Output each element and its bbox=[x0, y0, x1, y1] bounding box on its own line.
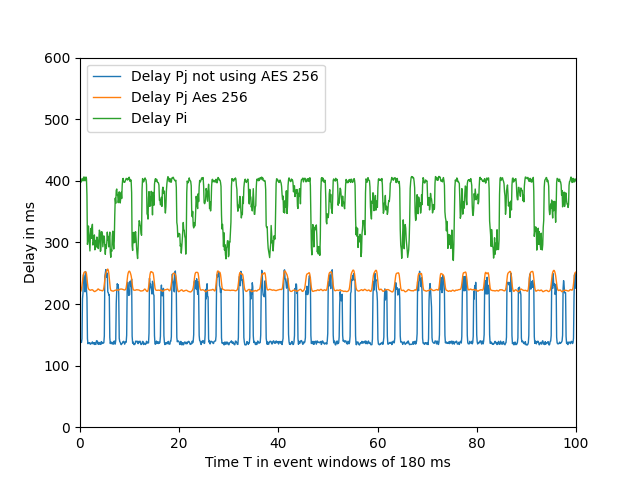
Delay Pj Aes 256 bbox=[127, 273, 135, 278]
Delay Pj not using AES 256 bbox=[102, 267, 109, 273]
Delay Pj not using AES 256 bbox=[472, 287, 480, 293]
Delay Pj Aes 256 bbox=[278, 287, 285, 292]
Delay Pj Aes 256 bbox=[572, 269, 580, 275]
Delay Pj Aes 256 bbox=[104, 266, 111, 272]
Delay Pi bbox=[276, 179, 284, 185]
Delay Pi bbox=[464, 178, 472, 184]
Delay Pj not using AES 256 bbox=[545, 342, 553, 348]
Delay Pj not using AES 256 bbox=[572, 279, 580, 285]
Line: Delay Pj Aes 256: Delay Pj Aes 256 bbox=[80, 269, 576, 292]
Delay Pj Aes 256 bbox=[464, 285, 472, 291]
Delay Pj not using AES 256 bbox=[277, 338, 285, 344]
Delay Pj Aes 256 bbox=[76, 289, 84, 295]
X-axis label: Time T in event windows of 180 ms: Time T in event windows of 180 ms bbox=[205, 456, 451, 470]
Delay Pj Aes 256 bbox=[186, 289, 194, 295]
Delay Pj not using AES 256 bbox=[463, 332, 471, 338]
Delay Pi bbox=[417, 210, 424, 216]
Y-axis label: Delay in ms: Delay in ms bbox=[24, 202, 38, 283]
Delay Pj not using AES 256 bbox=[295, 338, 303, 344]
Delay Pi bbox=[473, 195, 481, 201]
Delay Pj not using AES 256 bbox=[76, 340, 84, 346]
Line: Delay Pj not using AES 256: Delay Pj not using AES 256 bbox=[80, 270, 576, 345]
Delay Pi bbox=[435, 173, 443, 179]
Delay Pj Aes 256 bbox=[296, 287, 303, 293]
Delay Pj Aes 256 bbox=[418, 271, 426, 277]
Delay Pi bbox=[449, 258, 457, 264]
Delay Pj Aes 256 bbox=[473, 287, 481, 293]
Delay Pj not using AES 256 bbox=[127, 278, 135, 284]
Legend: Delay Pj not using AES 256, Delay Pj Aes 256, Delay Pi: Delay Pj not using AES 256, Delay Pj Aes… bbox=[87, 64, 324, 132]
Delay Pi bbox=[76, 180, 84, 185]
Line: Delay Pi: Delay Pi bbox=[80, 176, 576, 261]
Delay Pi bbox=[572, 179, 580, 184]
Delay Pi bbox=[294, 191, 302, 196]
Delay Pj not using AES 256 bbox=[417, 284, 425, 289]
Delay Pi bbox=[127, 177, 134, 182]
